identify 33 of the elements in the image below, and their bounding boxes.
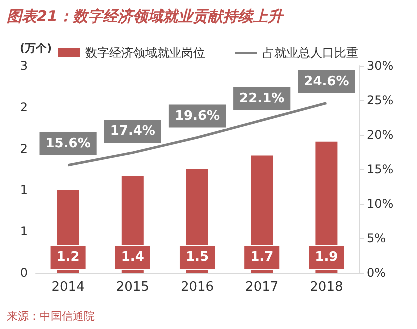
chart-title: 图表21：数字经济领域就业贡献持续上升 bbox=[7, 8, 285, 26]
y-tick-label: 1 bbox=[20, 183, 28, 198]
y2-tick-label: 10% bbox=[367, 197, 394, 211]
y2-tick-label: 30% bbox=[367, 59, 394, 73]
y-tick-label: 0 bbox=[20, 266, 28, 280]
x-tick-label: 2018 bbox=[310, 280, 344, 295]
y-tick-label: 3 bbox=[20, 59, 28, 73]
y2-tick-label: 25% bbox=[367, 94, 394, 108]
y-tick-label: 2 bbox=[20, 142, 28, 156]
data-label: 1.7 bbox=[250, 250, 274, 265]
data-label: 24.6% bbox=[304, 74, 350, 90]
x-tick-label: 2015 bbox=[116, 280, 150, 295]
y2-tick-label: 0% bbox=[367, 266, 386, 280]
data-label: 15.6% bbox=[46, 136, 91, 152]
data-label: 17.4% bbox=[110, 124, 156, 139]
y-tick-label: 2 bbox=[20, 100, 28, 114]
data-label: 1.9 bbox=[315, 250, 338, 265]
legend-label: 数字经济领域就业岗位 bbox=[86, 46, 206, 60]
y2-tick-label: 15% bbox=[367, 162, 394, 176]
data-label: 1.2 bbox=[56, 250, 80, 265]
y2-tick-label: 20% bbox=[367, 128, 394, 142]
legend-label: 占就业总人口比重 bbox=[262, 46, 358, 60]
source-note: 来源：中国信通院 bbox=[7, 310, 95, 323]
x-tick-label: 2016 bbox=[180, 280, 214, 295]
y-axis-title: (万个) bbox=[20, 42, 52, 55]
y2-tick-label: 5% bbox=[367, 232, 386, 246]
data-label: 22.1% bbox=[240, 92, 285, 107]
data-label: 19.6% bbox=[174, 108, 220, 124]
data-label: 1.4 bbox=[121, 250, 144, 265]
x-tick-label: 2017 bbox=[246, 280, 279, 295]
y-tick-label: 1 bbox=[20, 224, 28, 239]
x-tick-label: 2014 bbox=[52, 280, 85, 295]
data-label: 1.5 bbox=[186, 250, 210, 265]
